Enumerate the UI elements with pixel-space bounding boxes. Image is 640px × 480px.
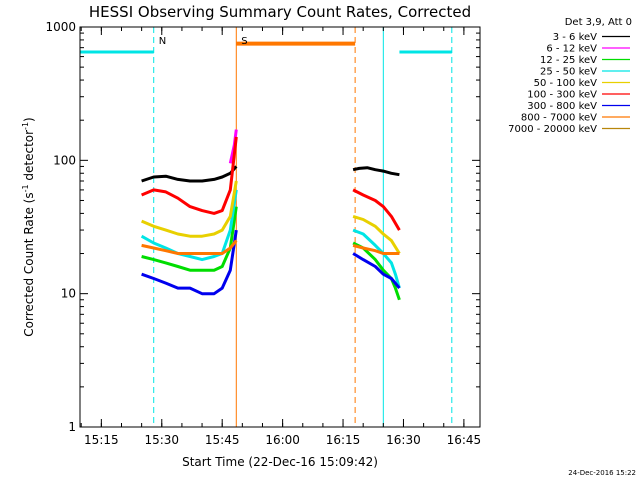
x-axis: 15:15 15:30 15:45 16:00 16:15 16:30 16:45 bbox=[80, 27, 482, 447]
x-tick-label-5: 16:30 bbox=[386, 433, 421, 447]
series-2-segment-0 bbox=[141, 206, 238, 272]
y-tick-label-2: 100 bbox=[53, 153, 76, 167]
plot-frame bbox=[79, 26, 481, 428]
legend-label-6: 300 - 800 keV bbox=[527, 101, 597, 112]
legend-label-0: 3 - 6 keV bbox=[553, 32, 597, 43]
flag-label-s: S bbox=[241, 36, 247, 47]
series-5-segment-1 bbox=[352, 188, 401, 231]
x-tick-label-3: 16:00 bbox=[265, 433, 300, 447]
series-4-segment-0 bbox=[141, 180, 238, 238]
series-5-segment-0 bbox=[141, 136, 238, 215]
plot-timestamp: 24-Dec-2016 15:22 bbox=[568, 469, 636, 477]
flag-label-n: N bbox=[159, 36, 166, 47]
x-tick-label-1: 15:30 bbox=[144, 433, 179, 447]
x-axis-label: Start Time (22-Dec-16 15:09:42) bbox=[182, 455, 378, 469]
series-4-segment-1 bbox=[352, 214, 401, 255]
y-tick-label-1: 10 bbox=[61, 287, 76, 301]
legend-label-1: 6 - 12 keV bbox=[546, 44, 597, 55]
y-axis: 1 10 100 1000 bbox=[45, 20, 480, 434]
series-7-segment-0 bbox=[141, 239, 238, 255]
x-tick-label-4: 16:15 bbox=[326, 433, 361, 447]
series-3-segment-0 bbox=[140, 189, 238, 262]
legend-label-2: 12 - 25 keV bbox=[540, 55, 597, 66]
series-7-segment-1 bbox=[352, 243, 400, 255]
y-axis-label: Corrected Count Rate (s-1 detector-1) bbox=[21, 117, 36, 336]
x-tick-label-2: 15:45 bbox=[205, 433, 240, 447]
legend-title: Det 3,9, Att 0 bbox=[565, 17, 632, 28]
legend-label-7: 800 - 7000 keV bbox=[521, 113, 597, 124]
series-0-segment-1 bbox=[352, 166, 400, 177]
chart-title: HESSI Observing Summary Count Rates, Cor… bbox=[89, 3, 471, 21]
series-0-segment-0 bbox=[141, 165, 238, 183]
legend-label-3: 25 - 50 keV bbox=[540, 67, 597, 78]
legend-label-8: 7000 - 20000 keV bbox=[508, 124, 597, 135]
x-tick-label-0: 15:15 bbox=[84, 433, 119, 447]
series-6-segment-0 bbox=[141, 229, 238, 296]
y-tick-label-0: 1 bbox=[68, 420, 76, 434]
legend-label-4: 50 - 100 keV bbox=[534, 78, 598, 89]
x-tick-label-6: 16:45 bbox=[447, 433, 482, 447]
series-6-segment-1 bbox=[352, 252, 401, 290]
y-tick-label-3: 1000 bbox=[45, 20, 76, 34]
legend-label-5: 100 - 300 keV bbox=[527, 90, 597, 101]
